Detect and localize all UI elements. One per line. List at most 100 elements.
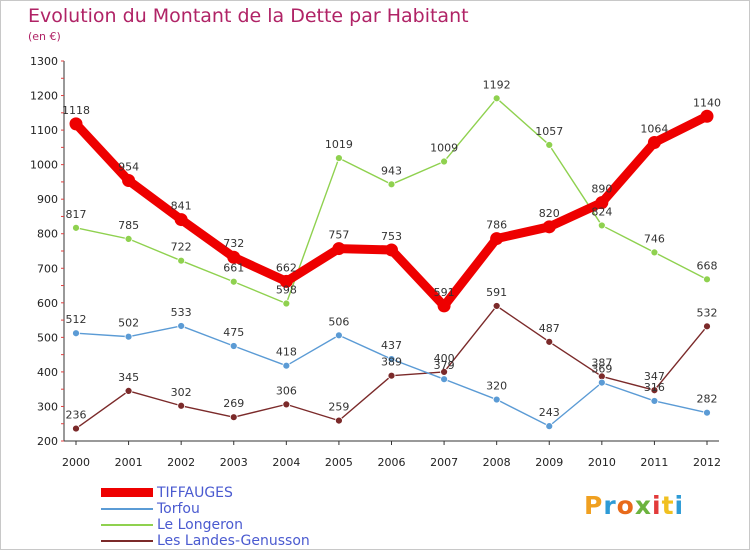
data-label-les-landes-genusson: 269 — [223, 397, 244, 410]
data-point-les-landes-genusson — [177, 401, 186, 410]
data-label-torfou: 512 — [66, 313, 87, 326]
data-label-le-longeron: 1057 — [535, 125, 563, 138]
y-tick-label: 900 — [37, 193, 58, 206]
legend-swatch — [101, 524, 153, 526]
x-tick-label: 2006 — [378, 456, 406, 469]
data-label-le-longeron: 1009 — [430, 142, 458, 155]
data-point-le-longeron — [387, 180, 396, 189]
data-point-les-landes-genusson — [335, 416, 343, 425]
data-label-tiffauges: 591 — [434, 286, 455, 299]
data-point-les-landes-genusson — [72, 424, 80, 433]
data-point-torfou — [72, 329, 80, 338]
data-point-tiffauges — [542, 220, 556, 234]
data-point-les-landes-genusson — [545, 337, 554, 346]
data-label-torfou: 418 — [276, 346, 297, 359]
data-point-torfou — [124, 332, 133, 341]
data-point-torfou — [492, 395, 501, 404]
data-label-le-longeron: 1019 — [325, 138, 353, 151]
x-tick-label: 2010 — [588, 456, 616, 469]
data-point-torfou — [703, 408, 711, 417]
data-label-torfou: 243 — [539, 406, 560, 419]
y-tick-label: 800 — [37, 228, 58, 241]
data-label-le-longeron: 1192 — [483, 78, 511, 91]
data-label-torfou: 282 — [697, 393, 718, 406]
logo-letter: x — [634, 491, 652, 520]
data-label-le-longeron: 746 — [644, 232, 665, 245]
data-label-tiffauges: 1064 — [640, 123, 668, 136]
data-label-le-longeron: 824 — [591, 205, 612, 218]
logo-letter: i — [674, 491, 685, 520]
data-label-tiffauges: 1140 — [693, 96, 721, 109]
data-point-torfou — [440, 375, 448, 384]
legend-swatch — [101, 508, 153, 510]
data-point-tiffauges — [279, 274, 293, 288]
data-point-les-landes-genusson — [650, 386, 659, 395]
data-point-tiffauges — [700, 109, 714, 123]
data-label-le-longeron: 668 — [697, 259, 718, 272]
data-label-les-landes-genusson: 400 — [434, 352, 455, 365]
data-point-le-longeron — [492, 94, 501, 103]
data-label-tiffauges: 820 — [539, 207, 560, 220]
data-point-torfou — [177, 322, 186, 330]
data-point-le-longeron — [335, 154, 343, 162]
data-label-les-landes-genusson: 236 — [66, 409, 87, 422]
data-point-torfou — [545, 422, 554, 431]
data-point-les-landes-genusson — [229, 413, 238, 422]
data-label-les-landes-genusson: 591 — [486, 286, 507, 299]
y-tick-label: 700 — [37, 262, 58, 275]
data-label-les-landes-genusson: 306 — [276, 384, 297, 397]
data-label-tiffauges: 841 — [171, 200, 192, 213]
logo-letter: o — [616, 491, 635, 520]
x-tick-label: 2011 — [640, 456, 668, 469]
data-label-torfou: 475 — [223, 326, 244, 339]
data-label-le-longeron: 661 — [223, 262, 244, 275]
data-point-le-longeron — [72, 223, 80, 232]
data-point-tiffauges — [490, 232, 504, 246]
data-point-tiffauges — [332, 242, 346, 256]
proxiti-logo: Proxiti — [584, 491, 684, 520]
data-label-tiffauges: 753 — [381, 230, 402, 243]
data-label-le-longeron: 598 — [276, 284, 297, 297]
data-label-le-longeron: 722 — [171, 241, 192, 254]
data-point-torfou — [597, 378, 606, 387]
logo-letter: i — [652, 491, 662, 520]
data-point-tiffauges — [595, 196, 609, 210]
y-tick-label: 500 — [37, 331, 58, 344]
data-label-torfou: 533 — [171, 306, 192, 319]
data-point-torfou — [282, 361, 291, 370]
data-point-tiffauges — [174, 213, 188, 227]
y-tick-label: 1300 — [30, 55, 58, 68]
legend-label: Le Longeron — [157, 517, 243, 533]
data-label-les-landes-genusson: 387 — [591, 356, 612, 369]
legend-label: Les Landes-Genusson — [157, 533, 310, 549]
x-tick-label: 2004 — [272, 456, 300, 469]
y-tick-label: 600 — [37, 297, 58, 310]
data-label-torfou: 379 — [434, 359, 455, 372]
x-tick-label: 2012 — [693, 456, 721, 469]
y-tick-label: 1100 — [30, 124, 58, 137]
y-tick-label: 200 — [37, 435, 58, 448]
data-label-les-landes-genusson: 389 — [381, 356, 402, 369]
data-label-torfou: 316 — [644, 381, 665, 394]
data-point-tiffauges — [385, 243, 398, 257]
data-label-tiffauges: 786 — [486, 219, 507, 232]
x-tick-label: 2003 — [220, 456, 248, 469]
data-point-le-longeron — [650, 248, 659, 257]
legend-swatch — [101, 540, 153, 542]
data-point-les-landes-genusson — [492, 302, 501, 310]
data-point-le-longeron — [229, 277, 238, 286]
data-label-torfou: 506 — [328, 315, 349, 328]
chart-title: Evolution du Montant de la Dette par Hab… — [28, 5, 469, 27]
data-label-torfou: 437 — [381, 339, 402, 352]
legend-label: TIFFAUGES — [157, 485, 233, 501]
data-label-les-landes-genusson: 259 — [328, 401, 349, 414]
data-point-torfou — [650, 397, 659, 405]
data-label-tiffauges: 732 — [223, 237, 244, 250]
data-point-le-longeron — [703, 275, 711, 284]
x-tick-label: 2005 — [325, 456, 353, 469]
x-tick-label: 2000 — [62, 456, 90, 469]
data-point-le-longeron — [440, 157, 448, 166]
data-label-les-landes-genusson: 532 — [697, 306, 718, 319]
